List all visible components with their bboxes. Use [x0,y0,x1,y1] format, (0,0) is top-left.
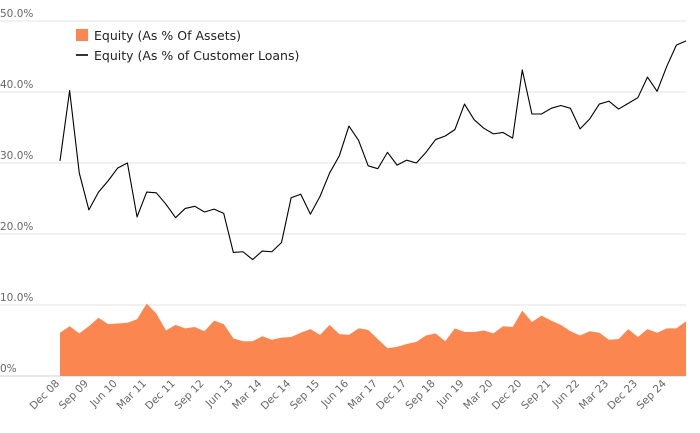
y-tick-label: 40.0% [0,79,33,91]
x-tick-label: Mar 20 [461,378,495,412]
x-tick-label: Dec 14 [259,377,294,412]
legend-swatch-assets [76,29,88,41]
y-tick-label: 50.0% [0,8,33,20]
x-tick-label: Dec 23 [605,378,640,413]
y-axis-tick-labels: 0% 10.0% 20.0% 30.0% 40.0% 50.0% [0,8,33,375]
x-tick-label: Sep 18 [403,378,437,412]
x-tick-label: Mar 17 [346,378,380,412]
y-tick-label: 30.0% [0,150,33,162]
legend-label-customer-loans: Equity (As % of Customer Loans) [94,48,299,63]
y-tick-label: 20.0% [0,221,33,233]
legend-label-assets: Equity (As % Of Assets) [94,28,241,43]
plot-area [59,40,687,376]
series-line-customer-loans [59,40,687,261]
series-area-assets [60,303,686,376]
x-tick-label: Sep 15 [288,378,322,412]
x-tick-label: Dec 11 [143,378,178,413]
x-tick-label: Mar 14 [230,377,265,412]
legend: Equity (As % Of Assets) Equity (As % of … [76,28,299,63]
x-tick-label: Mar 23 [577,378,611,412]
x-tick-label: Sep 09 [57,378,91,412]
y-tick-label: 10.0% [0,292,33,304]
x-tick-label: Dec 17 [374,378,409,413]
x-tick-label: Mar 11 [114,378,148,412]
x-tick-label: Dec 08 [27,378,62,413]
x-tick-label: Sep 12 [172,378,206,412]
y-tick-label: 0% [0,363,17,375]
x-tick-label: Sep 21 [519,378,553,412]
x-tick-label: Dec 20 [490,378,525,413]
x-tick-label: Sep 24 [635,377,670,412]
